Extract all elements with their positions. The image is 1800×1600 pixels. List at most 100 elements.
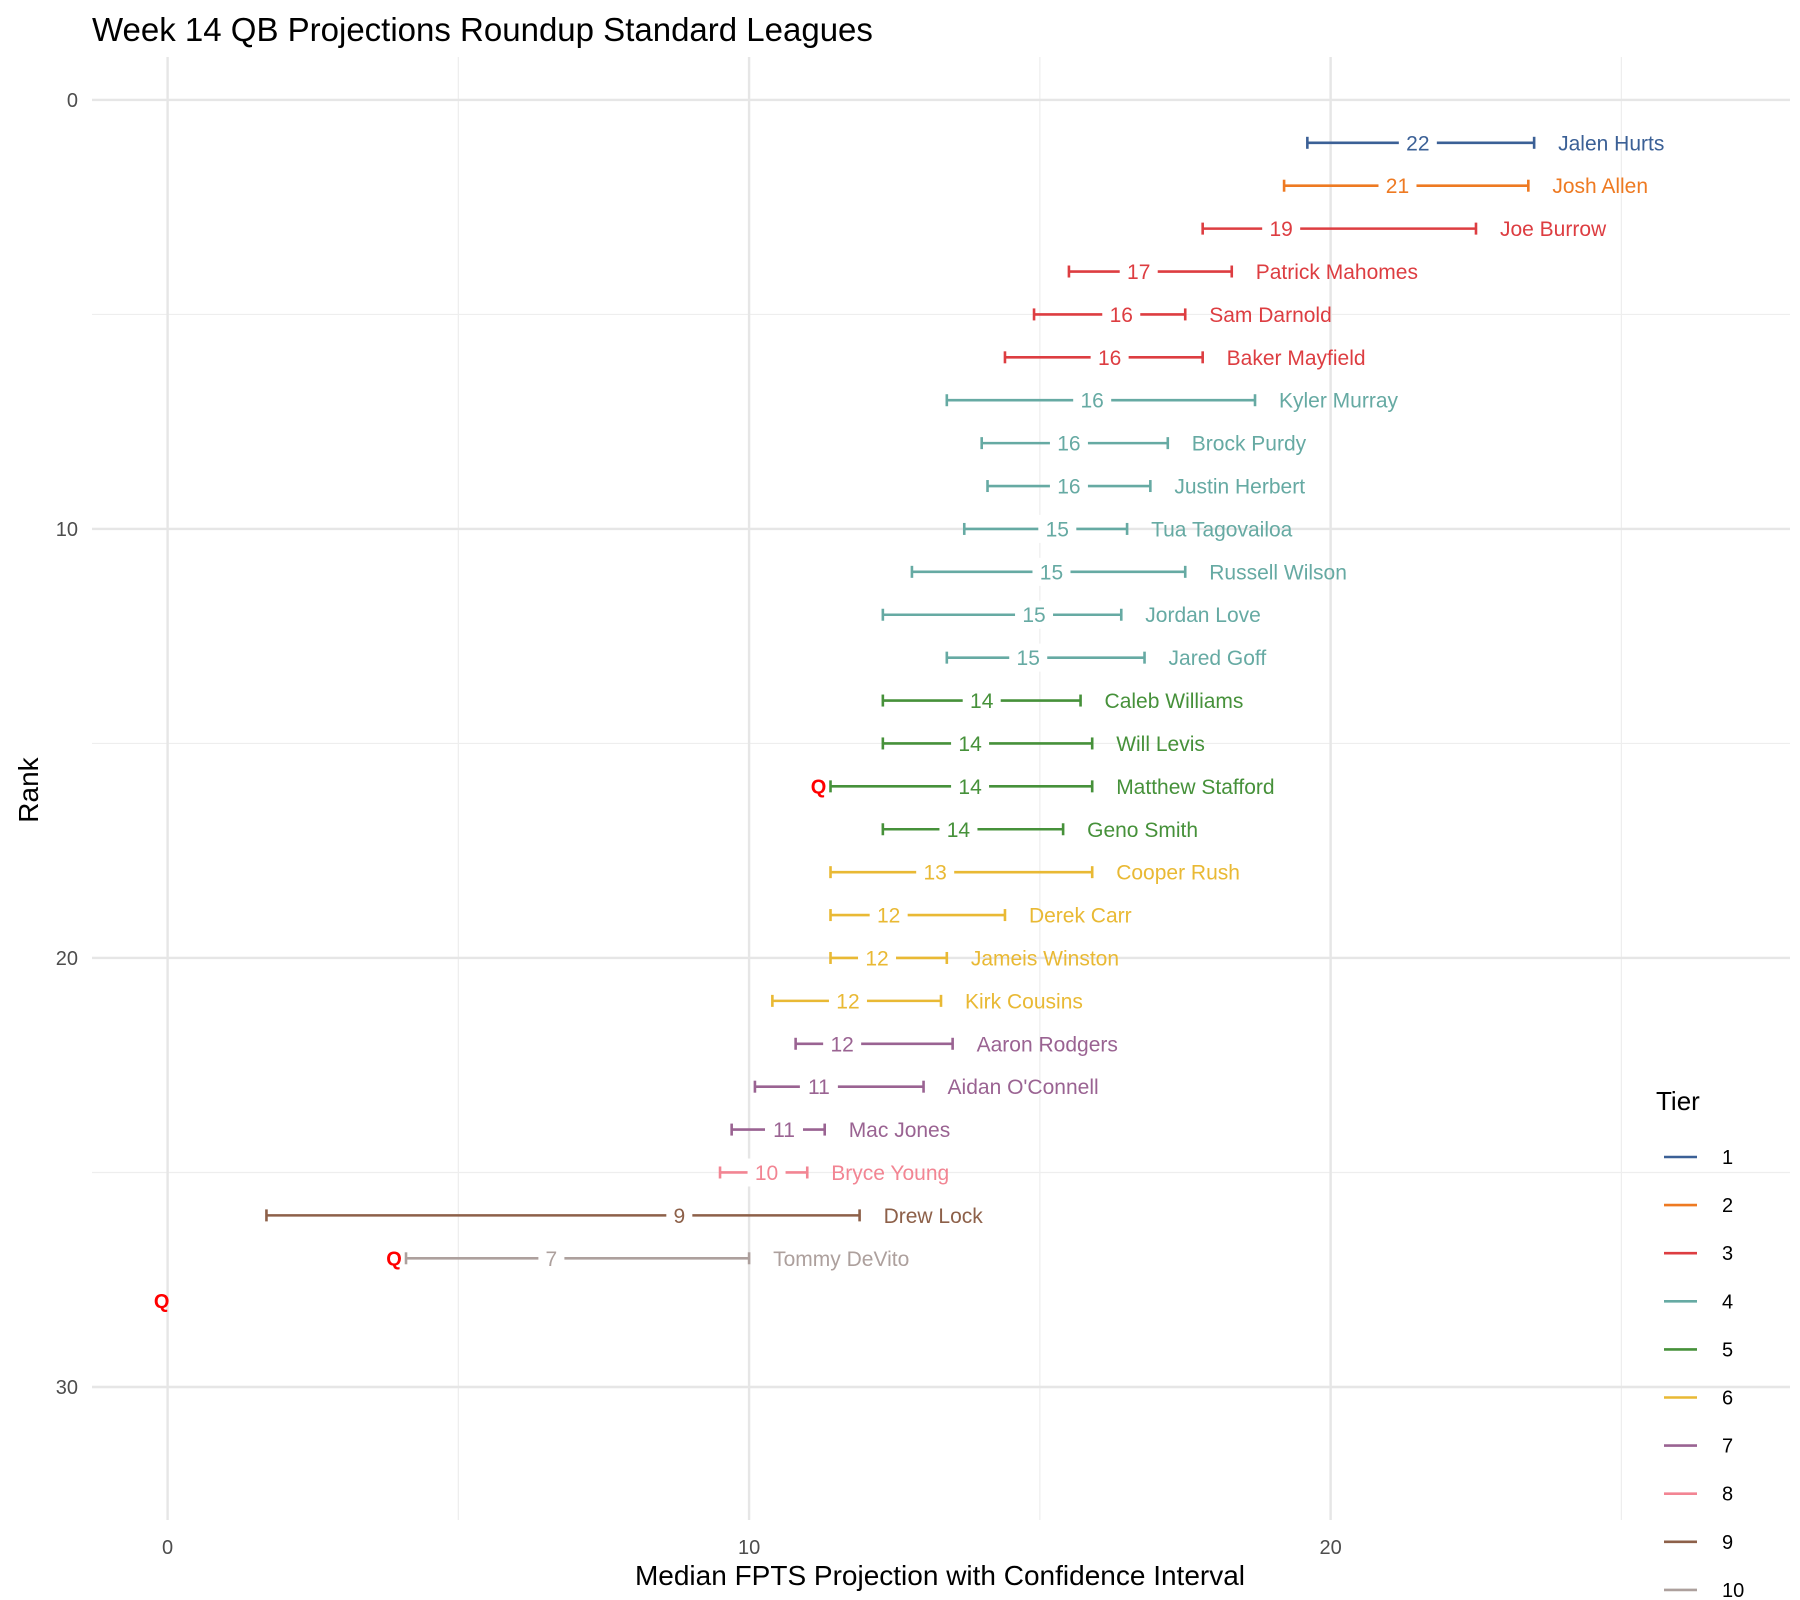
x-axis-title: Median FPTS Projection with Confidence I… [635, 1560, 1245, 1591]
questionable-flag: Q [811, 776, 827, 798]
median-label-background [1038, 514, 1077, 543]
player-name-label: Caleb Williams [1105, 690, 1244, 713]
median-label: 16 [1057, 476, 1080, 499]
player-errorbar: 16 Brock Purdy [980, 429, 1307, 458]
median-label-background [666, 1201, 693, 1230]
player-errorbar: 16 Sam Darnold [1032, 300, 1332, 329]
median-label-background [1015, 600, 1054, 629]
player-errorbar: 14 Caleb Williams [881, 686, 1244, 715]
player-errorbar: 15 Russell Wilson [910, 557, 1347, 586]
median-label-background [916, 858, 955, 887]
player-errorbar: 16 Justin Herbert [986, 472, 1305, 501]
median-label-background [764, 1115, 803, 1144]
median-label: 14 [947, 819, 971, 842]
y-tick-label: 30 [56, 1377, 78, 1399]
median-label-background [799, 1072, 838, 1101]
player-errorbar: 12 Aaron Rodgers [794, 1029, 1118, 1058]
median-label-background [1262, 214, 1301, 243]
median-label: 17 [1127, 261, 1150, 284]
legend-item: 4 [1664, 1291, 1733, 1313]
median-label-background [951, 772, 990, 801]
x-tick-label: 10 [738, 1537, 760, 1559]
legend-label: 4 [1722, 1291, 1733, 1313]
median-label-background [939, 815, 978, 844]
median-label-background [1119, 257, 1158, 286]
player-errorbar: 19 Joe Burrow [1201, 214, 1607, 243]
x-tick-label: 20 [1319, 1537, 1341, 1559]
player-errorbar: 21 Josh Allen [1282, 171, 1648, 200]
median-label-background [962, 686, 1001, 715]
median-label-background [951, 729, 990, 758]
questionable-flag: Q [154, 1291, 170, 1313]
player-errorbar: 11 Mac Jones [730, 1115, 951, 1144]
player-name-label: Jordan Love [1145, 604, 1261, 627]
questionable-flag: Q [386, 1248, 402, 1270]
median-label-background [1378, 171, 1417, 200]
player-errorbar: 10 Bryce Young [718, 1158, 949, 1187]
player-errorbar: 13 Cooper Rush [829, 858, 1240, 887]
median-label: 12 [836, 990, 859, 1013]
median-label: 19 [1270, 218, 1293, 241]
player-name-label: Kyler Murray [1279, 390, 1399, 413]
median-label: 15 [1017, 647, 1040, 670]
median-label-background [1009, 643, 1048, 672]
median-label: 12 [877, 905, 900, 928]
player-name-label: Jalen Hurts [1558, 132, 1664, 155]
median-label-background [828, 986, 867, 1015]
median-label-background [1102, 300, 1141, 329]
player-name-label: Mac Jones [849, 1119, 951, 1142]
player-name-label: Aidan O'Connell [948, 1076, 1099, 1099]
median-label-background [823, 1029, 862, 1058]
legend-label: 6 [1722, 1388, 1733, 1410]
median-label: 7 [546, 1248, 558, 1271]
median-label: 15 [1022, 604, 1045, 627]
median-label-background [1398, 128, 1437, 157]
y-tick-label: 20 [56, 948, 78, 970]
player-errorbar: 22 Jalen Hurts [1306, 128, 1664, 157]
legend-label: 3 [1722, 1243, 1733, 1265]
player-errorbar: 12 Jameis Winston [829, 943, 1119, 972]
median-label: 16 [1098, 347, 1121, 370]
median-label: 11 [773, 1119, 795, 1142]
legend-label: 8 [1722, 1484, 1733, 1506]
player-name-label: Patrick Mahomes [1256, 261, 1418, 284]
grid-lines [92, 57, 1790, 1520]
median-label: 9 [673, 1205, 685, 1228]
median-label-background [1090, 343, 1129, 372]
player-errorbar: 14 Matthew Stafford [829, 772, 1275, 801]
player-name-label: Tommy DeVito [773, 1248, 909, 1271]
median-label: 15 [1046, 518, 1069, 541]
player-name-label: Russell Wilson [1209, 561, 1347, 584]
median-label-background [538, 1244, 565, 1273]
legend-item: 6 [1664, 1388, 1733, 1410]
player-name-label: Tua Tagovailoa [1151, 518, 1293, 541]
legend-label: 5 [1722, 1339, 1733, 1361]
legend-label: 1 [1722, 1147, 1733, 1169]
median-label-background [858, 943, 897, 972]
y-tick-label: 0 [67, 90, 78, 112]
player-name-label: Kirk Cousins [965, 990, 1083, 1013]
median-label-background [869, 901, 908, 930]
median-label: 12 [830, 1033, 853, 1056]
player-errorbar: 16 Baker Mayfield [1003, 343, 1366, 372]
player-name-label: Jared Goff [1169, 647, 1267, 670]
legend-label: 10 [1722, 1580, 1744, 1600]
legend-label: 9 [1722, 1532, 1733, 1554]
player-errorbar: 14 Geno Smith [881, 815, 1198, 844]
median-label: 14 [958, 776, 982, 799]
y-tick-label: 10 [56, 519, 78, 541]
player-errorbar: 12 Derek Carr [829, 901, 1132, 930]
player-name-label: Baker Mayfield [1227, 347, 1366, 370]
median-label-background [1049, 429, 1088, 458]
player-name-label: Brock Purdy [1192, 433, 1307, 456]
x-tick-label: 0 [162, 1537, 173, 1559]
player-name-label: Josh Allen [1552, 175, 1648, 198]
legend-title: Tier [1656, 1086, 1700, 1116]
median-label-background [747, 1158, 786, 1187]
legend: Tier 1 2 3 4 5 6 7 8 9 10 [1656, 1086, 1744, 1600]
player-errorbar: 15 Jordan Love [881, 600, 1261, 629]
legend-item: 5 [1664, 1339, 1733, 1361]
median-label: 14 [970, 690, 994, 713]
axes: 0 10 20 0 10 20 30 [56, 90, 1342, 1559]
